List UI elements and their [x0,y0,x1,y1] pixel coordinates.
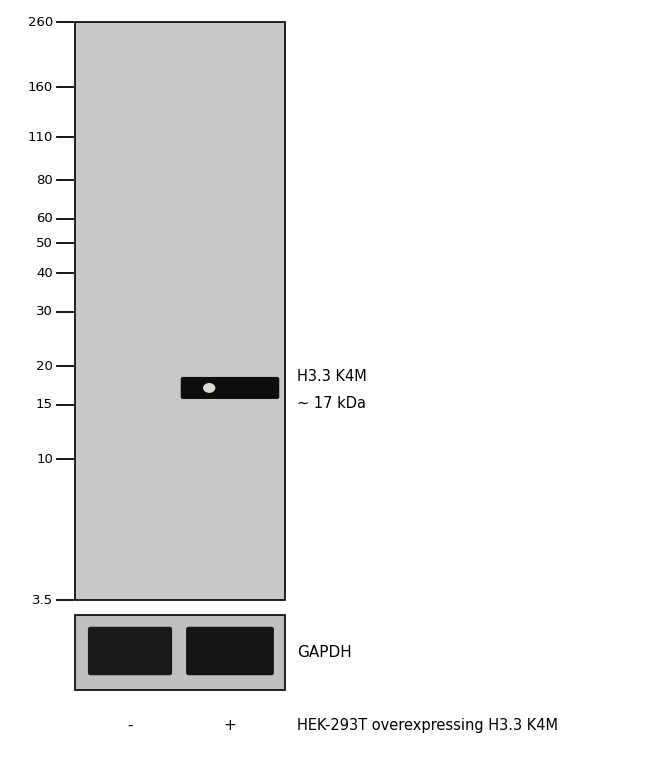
FancyBboxPatch shape [186,627,274,675]
Bar [75,22,285,600]
Text: 15: 15 [36,399,53,412]
Text: 40: 40 [36,267,53,280]
Text: 20: 20 [36,360,53,373]
Ellipse shape [203,383,215,393]
FancyBboxPatch shape [88,627,172,675]
Text: ~ 17 kDa: ~ 17 kDa [297,396,366,411]
Text: 260: 260 [28,15,53,28]
FancyBboxPatch shape [181,377,280,399]
Text: HEK-293T overexpressing H3.3 K4M: HEK-293T overexpressing H3.3 K4M [297,718,558,733]
Text: 30: 30 [36,305,53,318]
Text: +: + [224,718,237,733]
Text: -: - [127,718,133,733]
Text: 160: 160 [28,80,53,93]
Text: 80: 80 [36,174,53,187]
Text: GAPDH: GAPDH [297,645,352,660]
Text: 50: 50 [36,236,53,249]
Text: 60: 60 [36,212,53,225]
Text: 10: 10 [36,453,53,466]
Text: 3.5: 3.5 [32,594,53,607]
Text: 110: 110 [27,131,53,144]
Text: H3.3 K4M: H3.3 K4M [297,369,367,384]
Bar [75,615,285,690]
